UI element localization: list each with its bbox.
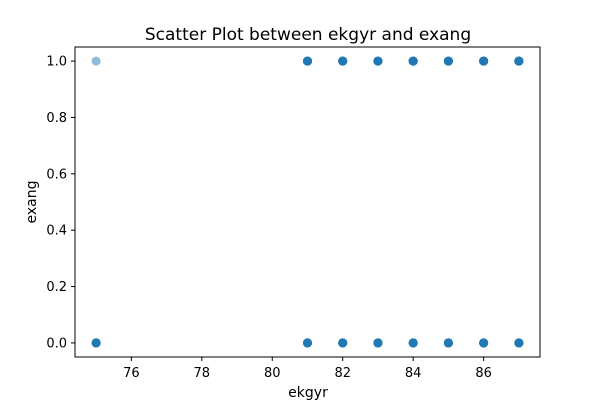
y-tick-label: 0.0 xyxy=(46,336,67,351)
data-point xyxy=(338,56,348,66)
y-tick-label: 0.4 xyxy=(46,224,67,239)
plot-frame xyxy=(74,46,541,358)
y-tick-label: 1.0 xyxy=(46,55,67,70)
data-point xyxy=(479,56,489,66)
data-point xyxy=(408,56,418,66)
data-point xyxy=(91,56,101,66)
x-tick-label: 78 xyxy=(194,366,211,381)
x-axis: 76 78 80 82 84 86 xyxy=(123,357,492,381)
x-tick-label: 80 xyxy=(264,366,281,381)
data-point xyxy=(408,338,418,348)
data-point xyxy=(443,56,453,66)
x-tick-label: 84 xyxy=(405,366,422,381)
data-point xyxy=(91,338,101,348)
chart-title: Scatter Plot between ekgyr and exang xyxy=(145,25,471,45)
data-point xyxy=(479,338,489,348)
data-point xyxy=(443,338,453,348)
y-axis-label: exang xyxy=(24,181,40,224)
x-tick-label: 76 xyxy=(123,366,140,381)
x-tick-label: 82 xyxy=(334,366,351,381)
y-tick-label: 0.6 xyxy=(46,167,67,182)
x-tick-label: 86 xyxy=(475,366,492,381)
data-point xyxy=(514,338,524,348)
data-point xyxy=(373,338,383,348)
data-point xyxy=(373,56,383,66)
data-point xyxy=(303,338,312,348)
y-tick-label: 0.2 xyxy=(46,280,67,295)
data-point xyxy=(338,338,348,348)
plot-area xyxy=(74,46,541,358)
y-tick-label: 0.8 xyxy=(46,111,67,126)
y-axis: 0.0 0.2 0.4 0.6 0.8 1.0 xyxy=(46,55,75,351)
x-axis-label: ekgyr xyxy=(288,385,328,400)
data-point xyxy=(303,56,312,66)
data-point xyxy=(514,56,524,66)
data-points xyxy=(91,56,524,348)
